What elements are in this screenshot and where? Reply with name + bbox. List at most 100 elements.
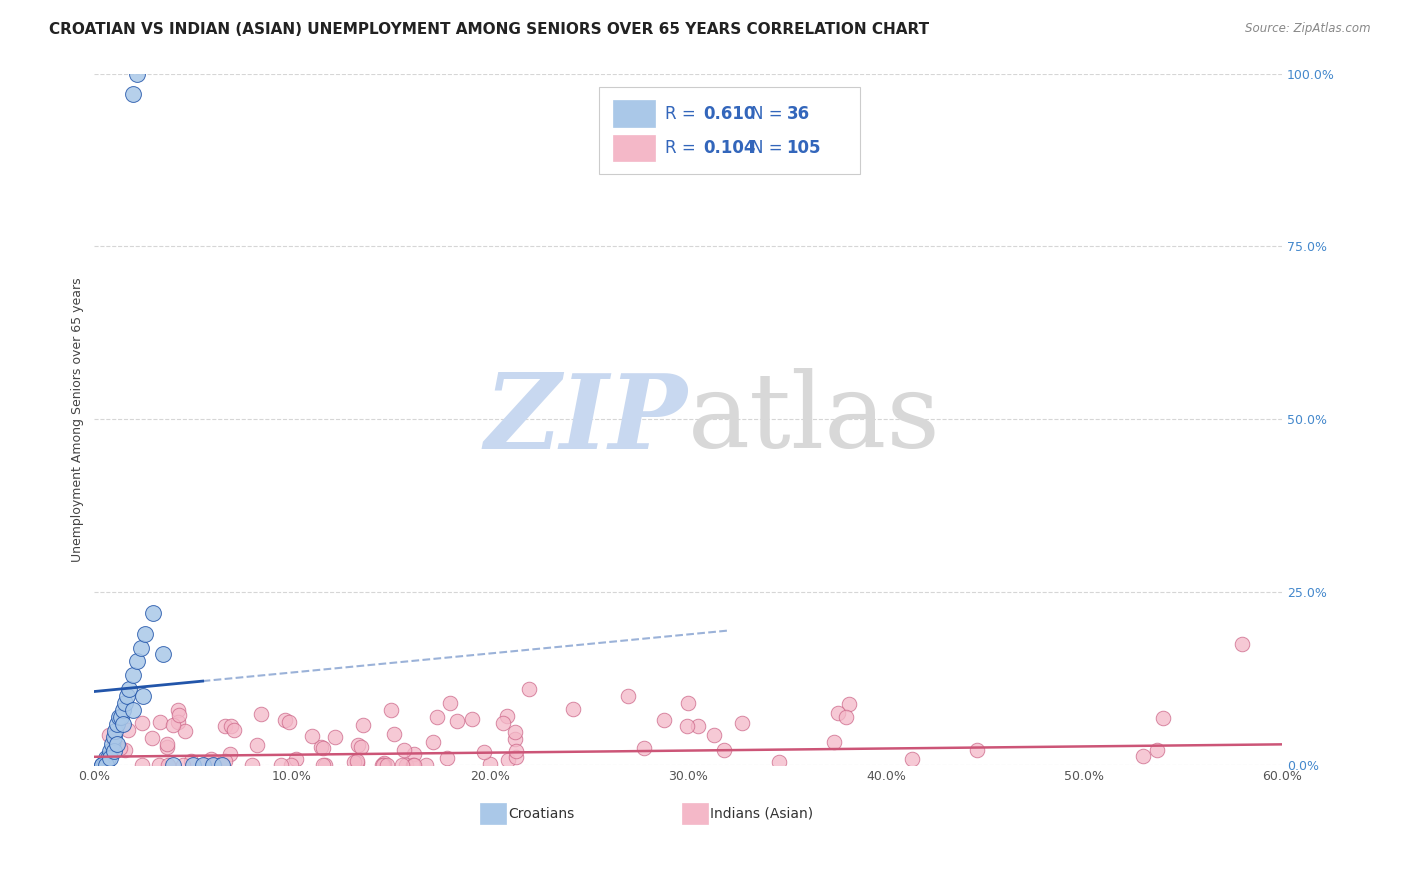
Point bbox=[373, 756, 395, 771]
Text: CROATIAN VS INDIAN (ASIAN) UNEMPLOYMENT AMONG SENIORS OVER 65 YEARS CORRELATION : CROATIAN VS INDIAN (ASIAN) UNEMPLOYMENT … bbox=[49, 22, 929, 37]
Point bbox=[838, 697, 860, 711]
Point bbox=[152, 648, 174, 662]
Point bbox=[270, 758, 292, 772]
Point bbox=[375, 758, 398, 772]
Point bbox=[314, 757, 336, 772]
Point bbox=[519, 681, 541, 696]
Point bbox=[134, 626, 156, 640]
Point bbox=[347, 739, 370, 753]
Point bbox=[103, 734, 125, 748]
Point bbox=[391, 758, 413, 772]
Point bbox=[174, 723, 197, 738]
Point bbox=[103, 731, 125, 745]
Point bbox=[149, 715, 172, 730]
Point bbox=[1132, 749, 1154, 764]
Point bbox=[703, 728, 725, 742]
Point bbox=[222, 723, 245, 737]
Point bbox=[201, 758, 224, 772]
Point bbox=[373, 758, 395, 772]
Point bbox=[127, 66, 149, 80]
Point bbox=[503, 731, 526, 746]
Point bbox=[141, 731, 163, 745]
Point bbox=[617, 689, 640, 703]
Point bbox=[90, 758, 112, 772]
Point bbox=[284, 752, 307, 766]
Point bbox=[156, 740, 179, 755]
Point bbox=[312, 740, 335, 755]
Point bbox=[309, 739, 332, 754]
Point bbox=[122, 87, 145, 102]
Point bbox=[496, 709, 519, 723]
Point bbox=[422, 735, 444, 749]
Point bbox=[200, 752, 222, 766]
Point bbox=[127, 654, 149, 668]
Point bbox=[654, 713, 676, 727]
Point bbox=[404, 758, 426, 772]
Point bbox=[496, 753, 519, 767]
Point bbox=[107, 716, 129, 731]
Point bbox=[274, 713, 297, 727]
Point bbox=[219, 747, 242, 761]
Point bbox=[404, 747, 426, 762]
FancyBboxPatch shape bbox=[599, 87, 860, 174]
Point bbox=[731, 716, 754, 731]
Point bbox=[966, 743, 988, 757]
Point bbox=[1146, 743, 1168, 757]
Point bbox=[901, 752, 924, 766]
Point bbox=[277, 715, 299, 730]
Point bbox=[472, 746, 495, 760]
Text: 0.610: 0.610 bbox=[703, 104, 755, 122]
Point bbox=[505, 744, 527, 758]
Text: R =: R = bbox=[665, 104, 702, 122]
Point bbox=[94, 758, 117, 772]
Text: 105: 105 bbox=[786, 139, 821, 157]
Text: Indians (Asian): Indians (Asian) bbox=[710, 806, 814, 821]
Point bbox=[446, 714, 468, 728]
Point bbox=[1232, 637, 1254, 651]
Point bbox=[112, 716, 135, 731]
Point bbox=[402, 758, 425, 772]
Point bbox=[827, 706, 849, 720]
Point bbox=[395, 758, 418, 772]
Point bbox=[676, 696, 699, 710]
Point bbox=[100, 737, 122, 751]
Point bbox=[312, 758, 335, 772]
Point bbox=[835, 709, 858, 723]
Bar bbox=[613, 135, 655, 161]
Point bbox=[107, 737, 129, 751]
Point bbox=[180, 754, 202, 768]
Point bbox=[492, 716, 515, 731]
Bar bbox=[613, 101, 655, 127]
Point bbox=[373, 758, 395, 772]
Point bbox=[104, 723, 127, 738]
Point bbox=[118, 681, 141, 696]
Text: R =: R = bbox=[665, 139, 702, 157]
Point bbox=[97, 728, 120, 742]
Point bbox=[436, 751, 458, 765]
Point bbox=[117, 689, 139, 703]
Point bbox=[249, 707, 271, 722]
Point bbox=[167, 707, 190, 722]
Point bbox=[633, 740, 655, 755]
Text: atlas: atlas bbox=[688, 368, 941, 470]
Point bbox=[114, 696, 136, 710]
Point bbox=[214, 719, 236, 733]
Point bbox=[172, 758, 194, 772]
Point bbox=[142, 606, 165, 620]
Point bbox=[219, 718, 242, 732]
Point bbox=[93, 758, 115, 772]
Point bbox=[148, 758, 170, 772]
Point bbox=[768, 755, 790, 769]
Point bbox=[98, 751, 121, 765]
Point bbox=[246, 739, 269, 753]
Point bbox=[392, 742, 415, 756]
Point bbox=[323, 730, 346, 744]
Y-axis label: Unemployment Among Seniors over 65 years: Unemployment Among Seniors over 65 years bbox=[72, 277, 84, 562]
Text: Source: ZipAtlas.com: Source: ZipAtlas.com bbox=[1246, 22, 1371, 36]
Point bbox=[824, 735, 846, 749]
Point bbox=[97, 751, 120, 765]
Point bbox=[112, 703, 135, 717]
Point bbox=[162, 717, 184, 731]
Point bbox=[131, 716, 153, 731]
Point bbox=[181, 758, 204, 772]
